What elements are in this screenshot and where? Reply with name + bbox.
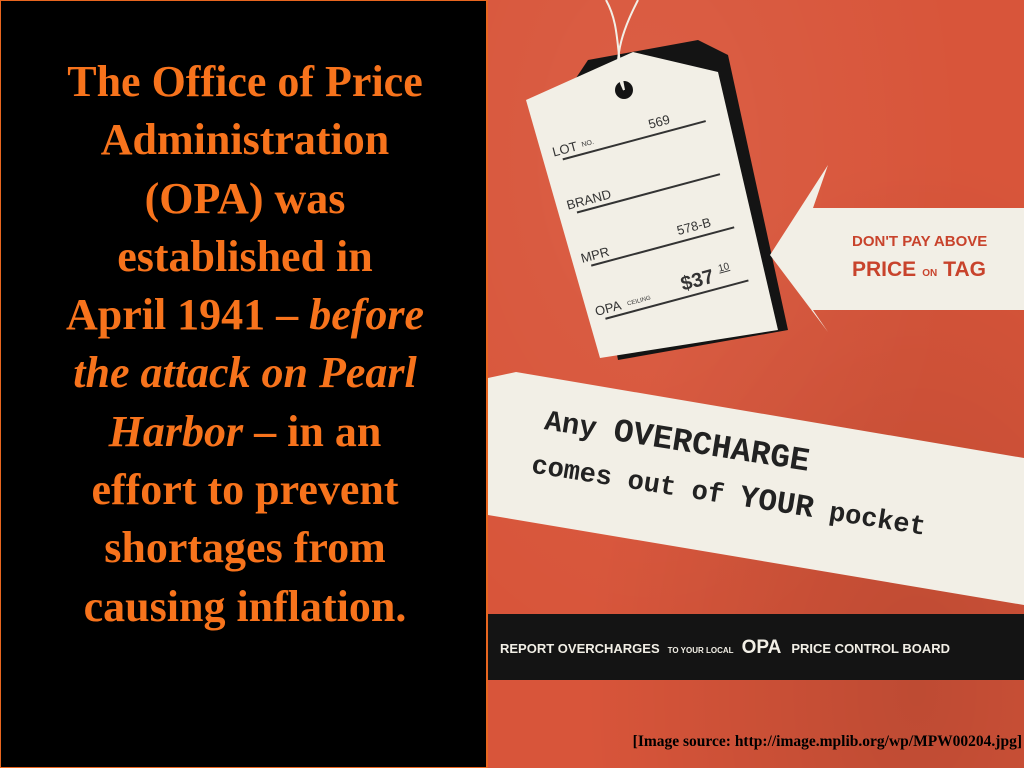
- text-line: effort to prevent: [91, 465, 399, 515]
- footer-opa: OPA: [742, 637, 782, 658]
- tag-price-cents: 10: [717, 261, 731, 275]
- text-line: the attack on Pearl: [9, 344, 481, 402]
- text-line: (OPA) was: [144, 173, 346, 223]
- poster-artwork: LOT NO. 569 BRAND MPR 578-B OPA CEILING …: [488, 0, 1024, 680]
- arrow-on-word: ON: [922, 268, 937, 279]
- text-run: April 1941 –: [65, 290, 310, 340]
- arrow-tag-word: TAG: [943, 258, 986, 281]
- tag-lot-label: LOT: [551, 138, 579, 159]
- price-tag: [526, 52, 778, 358]
- tag-string: [605, 0, 625, 91]
- tag-lot-no: NO.: [581, 139, 595, 149]
- footer-text: REPORT OVERCHARGES TO YOUR LOCAL OPA PRICE …: [500, 637, 950, 658]
- tag-opa-label: OPA: [593, 297, 623, 318]
- arrow-price-word: PRICE: [852, 258, 916, 281]
- text-line: causing inflation.: [83, 581, 407, 631]
- image-source-caption: [Image source: http://image.mplib.org/wp…: [632, 733, 1022, 750]
- tag-string: [617, 0, 639, 91]
- tag-mpr-label: MPR: [579, 244, 611, 266]
- arrow-shape: [770, 165, 1024, 332]
- footer-board: PRICE CONTROL BOARD: [791, 641, 950, 656]
- overcharge-banner: [488, 372, 1024, 605]
- text-line: established in: [117, 231, 373, 281]
- left-text-panel: The Office of Price Administration (OPA)…: [0, 0, 488, 768]
- arrow-text-price: PRICE ON TAG: [852, 258, 986, 281]
- opa-poster-image: LOT NO. 569 BRAND MPR 578-B OPA CEILING …: [488, 0, 1024, 768]
- text-line: Administration: [100, 115, 390, 165]
- italic-run: Harbor: [108, 406, 244, 456]
- italic-run: before: [309, 290, 425, 340]
- italic-run: the attack on Pearl: [73, 348, 417, 398]
- text-run: – in an: [243, 406, 382, 456]
- footer-report: REPORT OVERCHARGES: [500, 641, 660, 656]
- slide-body-text: The Office of Price Administration (OPA)…: [9, 53, 481, 636]
- text-line: The Office of Price: [67, 57, 423, 106]
- text-line: April 1941 – before: [9, 286, 481, 344]
- text-line: Harbor – in an: [9, 403, 481, 461]
- footer-to-your-local: TO YOUR LOCAL: [668, 646, 734, 655]
- tag-lot-value: 569: [647, 112, 672, 132]
- arrow-text-line1: DON'T PAY ABOVE: [852, 233, 987, 250]
- footer-bar: [488, 614, 1024, 680]
- text-line: shortages from: [104, 523, 386, 573]
